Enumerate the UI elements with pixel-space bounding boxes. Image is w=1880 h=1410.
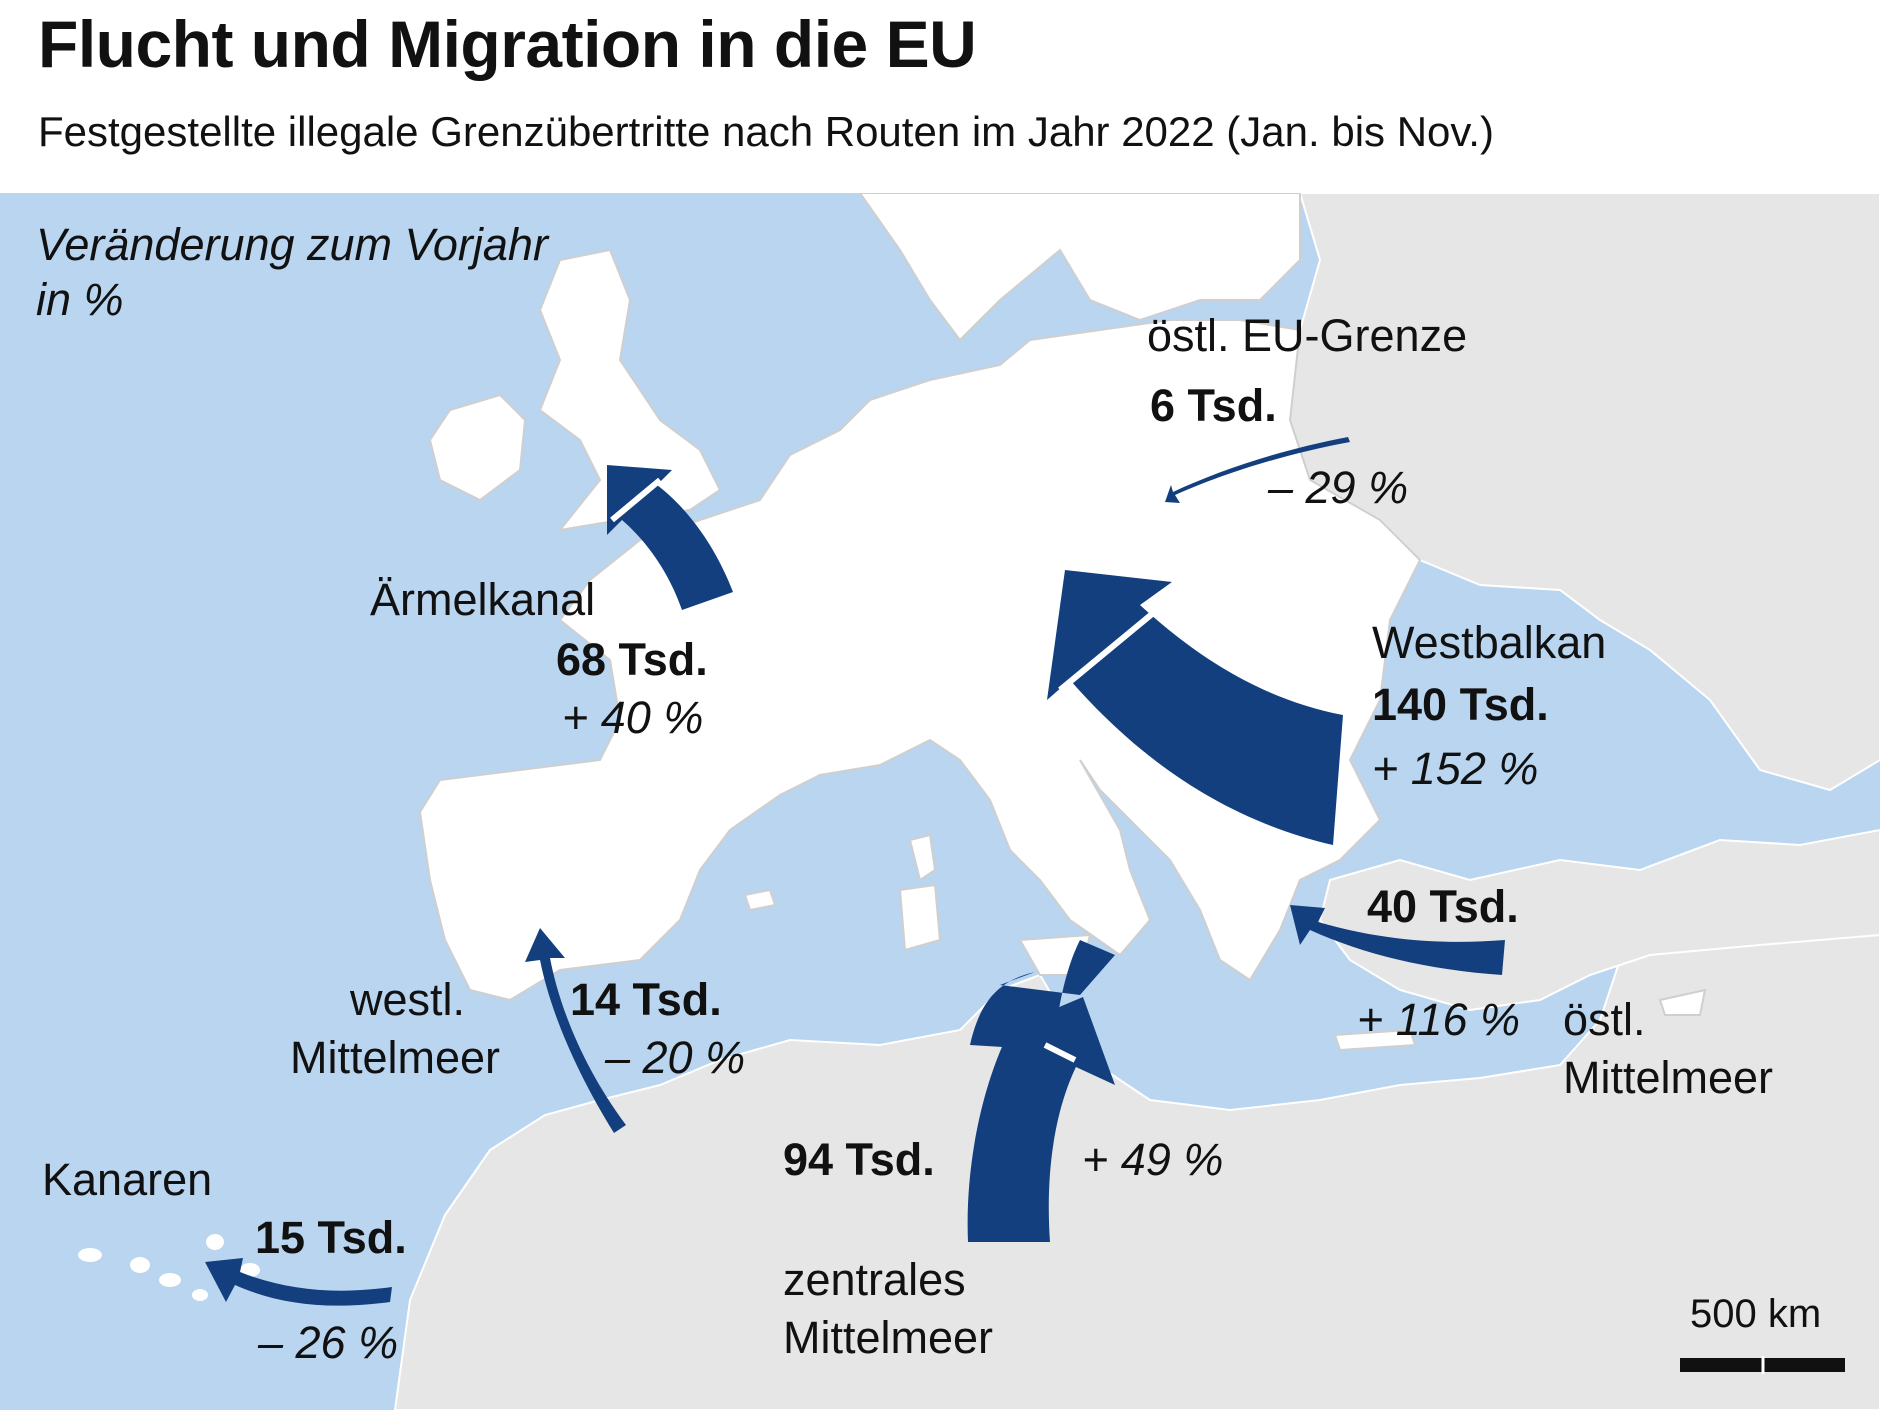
land-ireland xyxy=(428,393,527,502)
route-name-kanaren: Kanaren xyxy=(42,1154,213,1205)
land-crete xyxy=(1333,1028,1417,1052)
arrow-kanaren xyxy=(205,1258,392,1306)
route-name-westl-mittelmeer-1: westl. xyxy=(350,974,466,1025)
page-subtitle: Festgestellte illegale Grenzübertritte n… xyxy=(38,108,1494,155)
route-count-oestl-eu-grenze: 6 Tsd. xyxy=(1150,380,1277,431)
route-name-zentrales-mittelmeer-1: zentrales xyxy=(783,1254,966,1305)
arrow-westl-mittelmeer xyxy=(525,928,626,1133)
land-balearics xyxy=(743,888,777,912)
route-count-oestl-mittelmeer: 40 Tsd. xyxy=(1367,881,1519,932)
route-name-westl-mittelmeer-2: Mittelmeer xyxy=(290,1032,501,1083)
route-count-zentrales-mittelmeer: 94 Tsd. xyxy=(783,1134,935,1185)
route-name-aermelkanal: Ärmelkanal xyxy=(370,574,596,625)
arrow-oestl-eu-grenze xyxy=(1165,437,1350,503)
land-scandinavia xyxy=(858,193,1301,342)
legend-line-1: Veränderung zum Vorjahr xyxy=(36,219,548,270)
route-name-oestl-mittelmeer-2: Mittelmeer xyxy=(1563,1052,1774,1103)
route-change-westl-mittelmeer: – 20 % xyxy=(605,1032,746,1083)
legend-line-2: in % xyxy=(36,273,124,325)
route-change-aermelkanal: + 40 % xyxy=(562,692,704,743)
route-count-westbalkan: 140 Tsd. xyxy=(1372,679,1549,730)
arrow-zentrales-mittelmeer-head xyxy=(1000,997,1115,1085)
arrow-zentrales-mittelmeer-shaft xyxy=(967,1040,1085,1242)
land-corsica-sardinia xyxy=(898,833,942,952)
legend: Veränderung zum Vorjahr in % xyxy=(36,218,548,328)
route-name-westbalkan: Westbalkan xyxy=(1372,617,1607,668)
arrow-westbalkan-gap xyxy=(1058,592,1177,693)
route-change-kanaren: – 26 % xyxy=(258,1317,399,1368)
route-name-zentrales-mittelmeer-2: Mittelmeer xyxy=(783,1312,994,1363)
route-change-westbalkan: + 152 % xyxy=(1372,743,1539,794)
route-change-zentrales-mittelmeer: + 49 % xyxy=(1082,1134,1224,1185)
arrow-aermelkanal-gap xyxy=(610,477,662,523)
arrow-zentrales-mittelmeer xyxy=(970,940,1115,1050)
land-canary-islands xyxy=(78,1234,260,1301)
scale-bar xyxy=(1680,1356,1845,1374)
route-change-oestl-eu-grenze: – 29 % xyxy=(1268,462,1409,513)
scale-label: 500 km xyxy=(1690,1292,1822,1336)
route-count-kanaren: 15 Tsd. xyxy=(255,1212,407,1263)
arrow-zentrales-gap xyxy=(1043,1042,1077,1063)
page-title: Flucht und Migration in die EU xyxy=(38,7,977,81)
route-count-aermelkanal: 68 Tsd. xyxy=(556,634,708,685)
arrow-oestl-mittelmeer xyxy=(1290,905,1505,975)
route-map xyxy=(0,193,1880,1410)
route-name-oestl-eu-grenze: östl. EU-Grenze xyxy=(1147,310,1468,361)
route-change-oestl-mittelmeer: + 116 % xyxy=(1357,994,1521,1045)
route-name-oestl-mittelmeer-1: östl. xyxy=(1563,994,1646,1045)
route-count-westl-mittelmeer: 14 Tsd. xyxy=(570,974,722,1025)
land-cyprus xyxy=(1658,988,1707,1016)
